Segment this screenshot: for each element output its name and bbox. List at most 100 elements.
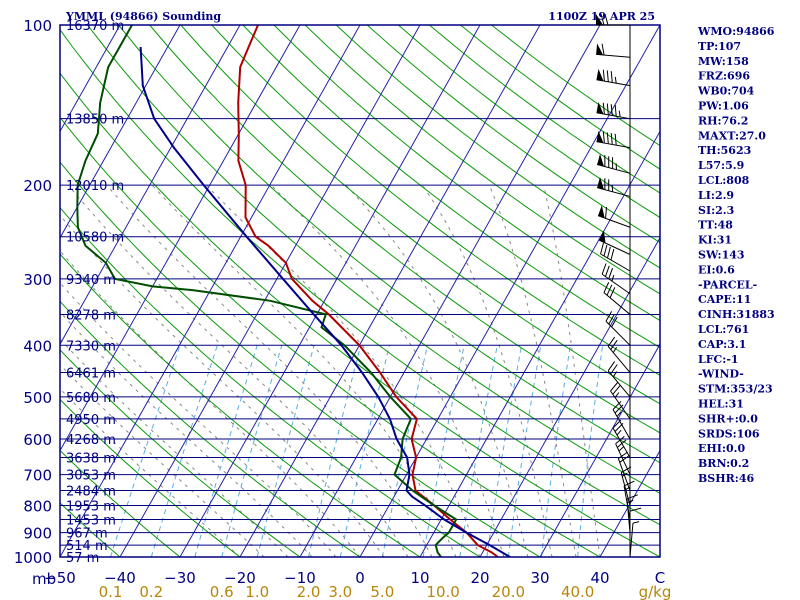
index-line: SRDS:106 xyxy=(698,427,760,440)
pressure-tick-label: 1000 xyxy=(14,549,52,567)
stability-indices-panel: WMO:94866 TP:107 MW:158 FRZ:696 WB0:704 PW:1.… xyxy=(697,25,775,485)
wind-barb-pennant xyxy=(596,14,603,25)
isotherm-line xyxy=(60,25,301,452)
height-label: 1953 m xyxy=(66,499,116,514)
wind-barb-pennant xyxy=(596,43,604,55)
wind-barb-flag xyxy=(601,263,607,275)
isotherm-line xyxy=(179,25,481,557)
wind-barb-flag xyxy=(605,311,613,322)
pressure-unit-label: mb xyxy=(32,570,56,588)
isotherm-line xyxy=(60,25,181,239)
temperature-tick-label: −20 xyxy=(224,569,256,587)
wind-barb-pennant xyxy=(598,205,605,219)
wind-barb xyxy=(607,361,631,398)
isotherm-line xyxy=(239,25,541,557)
wind-barb xyxy=(601,263,631,295)
mixing-ratio-line xyxy=(459,345,498,557)
index-line: SHR+:0.0 xyxy=(698,412,758,425)
height-label: 2484 m xyxy=(66,485,116,500)
mixing-ratio-tick-label: 0.1 xyxy=(99,583,123,600)
height-label: 13850 m xyxy=(66,113,124,128)
wind-barb-staff xyxy=(596,141,631,149)
pressure-axis-labels: 100 200 300 400 500 600 700 800 900 1000 xyxy=(14,17,52,567)
wind-barb-flag xyxy=(629,507,642,512)
mixing-ratio-line xyxy=(507,345,542,557)
moist-adiabat-line xyxy=(60,214,385,557)
moist-adiabat-line xyxy=(543,184,601,557)
index-line: MW:158 xyxy=(698,55,749,68)
temperature-tick-label: −30 xyxy=(164,569,196,587)
wind-barb-halfflag xyxy=(632,521,640,524)
wind-barb-staff xyxy=(605,320,631,346)
wind-barb-flag xyxy=(615,436,625,445)
wind-barb-halfflag xyxy=(627,499,634,504)
wind-barb-flag xyxy=(606,246,611,259)
isotherm-line xyxy=(419,130,660,557)
temperature-tick-label: 20 xyxy=(470,569,489,587)
pressure-tick-label: 700 xyxy=(23,467,52,485)
wind-barb-flag xyxy=(602,102,605,115)
pressure-tick-label: 800 xyxy=(23,497,52,515)
wind-barb-staff xyxy=(596,79,631,87)
wind-barb-pennant xyxy=(597,153,604,167)
wind-barb-flag xyxy=(610,381,619,392)
height-label: 6461 m xyxy=(66,367,116,382)
wind-barb-flag xyxy=(600,13,605,26)
index-line: L57:5.9 xyxy=(698,159,744,172)
wind-barb xyxy=(596,43,631,58)
wind-barb xyxy=(597,205,631,228)
pressure-tick-label: 900 xyxy=(23,525,52,543)
wind-barb-flag xyxy=(606,70,609,82)
wind-barb-flag xyxy=(603,244,608,257)
index-line: -PARCEL- xyxy=(698,278,757,291)
moist-adiabat-line xyxy=(60,282,337,557)
wind-barb-halfflag xyxy=(614,76,617,84)
wind-barb-flag xyxy=(620,466,632,474)
wind-barb-halfflag xyxy=(616,411,622,417)
wind-barb-halfflag xyxy=(616,429,622,436)
wind-barb-flag xyxy=(606,284,613,296)
wind-barb-flag xyxy=(616,439,627,448)
wind-barb-flag xyxy=(612,419,622,429)
mixing-ratio-line xyxy=(110,345,181,557)
sounding-profiles xyxy=(76,25,511,557)
index-line: STM:353/23 xyxy=(698,383,773,396)
pressure-tick-label: 200 xyxy=(23,177,52,195)
height-label: 967 m xyxy=(66,527,108,542)
index-line: TP:107 xyxy=(698,40,741,53)
temperature-tick-label: −50 xyxy=(44,569,76,587)
wind-barb-halfflag xyxy=(621,472,628,477)
wind-barb-flag xyxy=(614,404,624,414)
plot-border xyxy=(59,24,661,558)
wind-barb-flag xyxy=(610,104,613,116)
index-line: PW:1.06 xyxy=(698,100,749,113)
height-label: 9340 m xyxy=(66,273,116,288)
wind-barb-flag xyxy=(611,316,618,328)
temperature-axis-labels: −50 −40 −30 −20 −10 0 10 20 30 40 C xyxy=(44,569,665,587)
height-label: 8278 m xyxy=(66,308,116,323)
plot-frame xyxy=(59,24,661,558)
wind-barb-flag xyxy=(606,132,609,144)
wind-barb-flag xyxy=(605,206,608,219)
moist-adiabat-line xyxy=(205,184,481,557)
wind-barb-flag xyxy=(602,69,605,82)
isotherm-line xyxy=(539,343,660,557)
wind-barb xyxy=(600,242,631,272)
sounding-series-line-2 xyxy=(139,46,511,557)
index-line: BRN:0.2 xyxy=(698,457,749,470)
moist-adiabat-line xyxy=(421,184,553,557)
wind-barb-flag xyxy=(614,423,624,432)
wind-barb-pennant xyxy=(597,176,604,190)
wind-barb-flag xyxy=(623,480,635,487)
height-label: 16370 m xyxy=(66,19,124,34)
wind-barb-flag xyxy=(610,339,618,350)
wind-barb xyxy=(615,436,631,475)
wind-barb-flag xyxy=(608,313,615,325)
wind-barb-staff xyxy=(597,187,631,197)
wind-barb xyxy=(603,282,631,315)
dry-adiabat-line xyxy=(87,25,660,494)
wind-barb-staff xyxy=(596,53,631,58)
wind-barb-pennant xyxy=(599,230,606,244)
wind-barb-flag xyxy=(604,265,610,277)
sounding-series-line-0 xyxy=(237,25,499,557)
